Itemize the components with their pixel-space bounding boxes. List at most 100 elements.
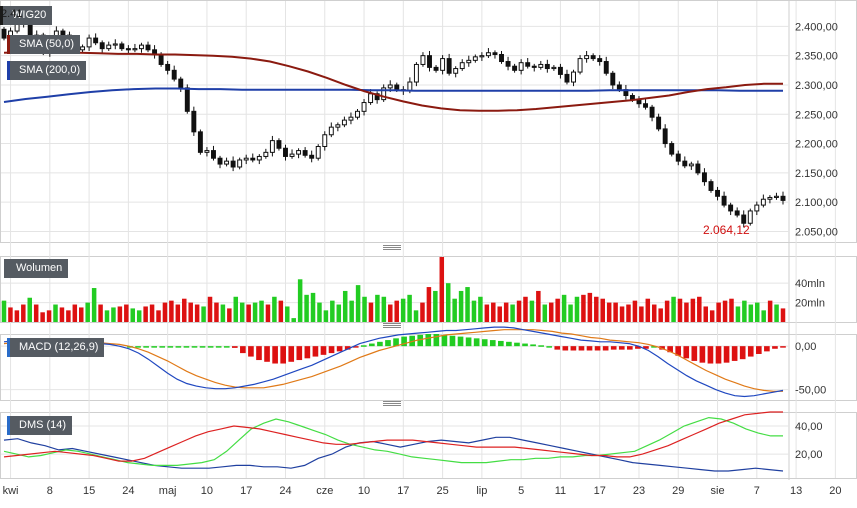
candle (688, 163, 694, 167)
macd-histogram-bar (570, 346, 577, 351)
volume-bar (568, 304, 573, 322)
volume-bar (503, 302, 509, 322)
candle (387, 84, 393, 89)
resize-handle-macd[interactable] (383, 323, 401, 328)
volume-bar (368, 302, 374, 322)
candle (112, 43, 118, 46)
x-tick-label: 15 (83, 485, 95, 497)
candle (348, 116, 354, 121)
macd-histogram-bar (554, 346, 561, 350)
dms-label: DMS (14) (7, 416, 73, 435)
candle (512, 65, 518, 71)
price-tick-label: 2.150,00 (795, 168, 838, 180)
volume-bar (536, 290, 541, 322)
volume-bar (735, 306, 741, 322)
volume-bar (59, 307, 65, 322)
candle (302, 150, 308, 156)
volume-bar (46, 310, 52, 322)
sma50-label: SMA (50,0) (7, 35, 81, 54)
candle (250, 157, 256, 161)
candle (407, 81, 413, 92)
candle (734, 210, 740, 216)
candle (433, 66, 439, 71)
resize-handle-dms[interactable] (383, 401, 401, 406)
macd-tick-label: -50,00 (795, 385, 826, 397)
resize-handle-volume[interactable] (383, 245, 401, 250)
candle (708, 181, 714, 191)
x-tick-label: 17 (594, 485, 606, 497)
candle (485, 52, 491, 57)
volume-bar (523, 296, 528, 322)
candle (361, 102, 367, 112)
candle (525, 62, 531, 67)
volume-bar (330, 300, 335, 322)
volume-bar (600, 298, 605, 322)
volume-bar (239, 302, 245, 322)
volume-bar (33, 304, 39, 322)
volume-bar (632, 300, 638, 322)
candle (368, 93, 374, 104)
macd-histogram-bar (594, 346, 601, 351)
candle (93, 37, 99, 44)
x-tick-label: 23 (633, 485, 645, 497)
volume-bar (72, 304, 78, 322)
volume-bar (149, 304, 155, 322)
macd-histogram-bar (223, 346, 230, 348)
macd-histogram-bar (320, 346, 327, 355)
volume-bar (21, 304, 26, 322)
volume-bar (690, 298, 696, 322)
volume-bar (555, 298, 560, 322)
volume-bar (651, 304, 657, 322)
volume-bar (227, 308, 232, 322)
volume-bar (452, 298, 457, 322)
volume-bar (664, 300, 670, 322)
macd-histogram-bar (191, 346, 198, 348)
volume-bar (767, 300, 773, 322)
volume-bar (259, 300, 264, 322)
x-tick-label: 25 (436, 485, 448, 497)
volume-bar (98, 304, 103, 322)
candle (381, 87, 387, 101)
candle (695, 163, 701, 174)
x-tick-label: sie (711, 485, 725, 497)
x-tick-label: 10 (201, 485, 213, 497)
volume-bar (349, 300, 354, 322)
macd-histogram-bar (627, 346, 633, 350)
candle (289, 153, 295, 157)
volume-bar (516, 300, 522, 322)
volume-bar (587, 292, 593, 322)
volume-bar (66, 310, 71, 322)
volume-bar (613, 302, 618, 322)
macd-histogram-bar (231, 346, 238, 348)
volume-bar (388, 304, 393, 322)
dms-tick-label: 40,00 (795, 421, 823, 433)
candle (132, 48, 138, 51)
candle (603, 61, 609, 74)
volume-bar (1, 300, 7, 322)
volume-bar (774, 304, 779, 322)
volume-bar (606, 302, 612, 322)
main-series-label: WIG20 (0, 6, 53, 25)
macd-histogram-bar (401, 336, 407, 347)
x-tick-label: 10 (358, 485, 370, 497)
volume-bar (14, 310, 20, 322)
volume-bar (677, 298, 683, 322)
candle (610, 72, 616, 86)
macd-histogram-bar (530, 344, 536, 347)
partial-value-label: 2.41 (1, 8, 23, 20)
candle (80, 46, 86, 51)
volume-bar (233, 296, 239, 322)
volume-bar (40, 312, 45, 322)
volume-bar (297, 279, 303, 322)
volume-bar (265, 304, 271, 322)
volume-bar (742, 300, 747, 322)
volume-bar (465, 287, 470, 322)
macd-histogram-bar (369, 343, 375, 347)
volume-bar (426, 287, 432, 322)
candle (191, 110, 197, 133)
candle (119, 43, 125, 50)
candle (682, 160, 688, 167)
macd-histogram-bar (506, 341, 512, 347)
candle (243, 157, 249, 161)
